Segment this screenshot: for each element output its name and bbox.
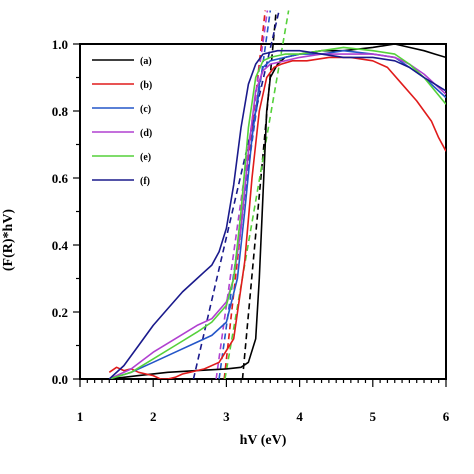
legend-label: (e) (140, 152, 151, 163)
y-tick-label: 1.0 (52, 37, 68, 52)
series-line (109, 49, 446, 379)
x-tick-label: 3 (223, 409, 230, 424)
y-axis-title: (F(R)*hV) (1, 209, 16, 272)
legend-label: (d) (140, 128, 152, 139)
x-tick-label: 4 (296, 409, 303, 424)
legend-label: (c) (140, 104, 151, 115)
tangent-line (192, 10, 280, 379)
x-tick-label: 1 (77, 409, 84, 424)
series-line (109, 44, 446, 379)
series-line (108, 53, 446, 379)
series-line (109, 46, 446, 379)
x-axis-title: hV (eV) (240, 433, 287, 448)
legend-label: (f) (140, 176, 150, 187)
legend-label: (a) (140, 56, 152, 67)
y-tick-label: 0.2 (52, 305, 68, 320)
y-tick-label: 0.4 (52, 238, 69, 253)
x-tick-label: 5 (370, 409, 377, 424)
y-tick-label: 0.0 (52, 372, 68, 387)
x-tick-label: 6 (443, 409, 450, 424)
tangent-line (224, 10, 290, 379)
y-tick-label: 0.8 (52, 104, 69, 119)
y-tick-label: 0.6 (52, 171, 69, 186)
legend-label: (b) (140, 80, 152, 91)
tangent-line (241, 10, 277, 379)
series-line (108, 56, 446, 379)
series-line (108, 49, 446, 379)
x-tick-label: 2 (150, 409, 157, 424)
